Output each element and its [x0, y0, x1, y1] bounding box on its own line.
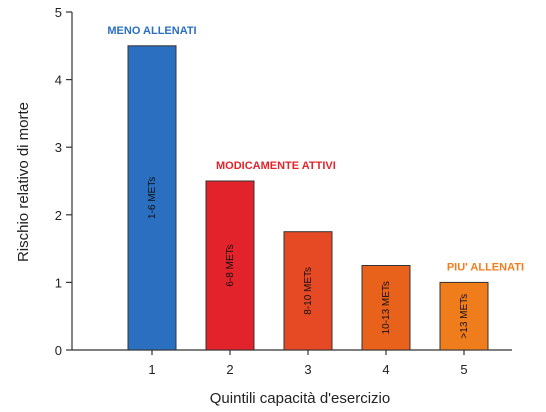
- bar-label: 1-6 METs: [147, 177, 158, 219]
- bar-label: 10-13 METs: [381, 281, 392, 334]
- annotation-label: MODICAMENTE ATTIVI: [216, 160, 336, 172]
- plot-area: 0 1 2 3 4 5 1 1-6 METs 2 6-8 METs 3 8-10 METs 4 10-13…: [55, 5, 524, 377]
- x-axis-label: Quintili capacità d'esercizio: [210, 390, 390, 407]
- bar-label: 6-8 METs: [225, 244, 236, 286]
- bar-label: >13 METs: [459, 294, 470, 339]
- x-tick-label: 5: [460, 362, 467, 377]
- x-tick-label: 2: [226, 362, 233, 377]
- bar-label: 8-10 METs: [303, 267, 314, 315]
- x-tick-label: 3: [304, 362, 311, 377]
- bar: [361, 265, 411, 351]
- y-tick-label: 0: [55, 343, 62, 358]
- x-tick-label: 1: [148, 362, 155, 377]
- x-tick-label: 4: [382, 362, 389, 377]
- annotation-label: PIU' ALLENATI: [447, 261, 524, 273]
- y-axis-label: Rischio relativo di morte: [15, 102, 32, 262]
- y-tick-label: 4: [55, 73, 62, 88]
- y-tick-label: 2: [55, 208, 62, 223]
- y-tick-label: 1: [55, 275, 62, 290]
- annotation-label: MENO ALLENATI: [107, 25, 196, 37]
- y-tick-label: 3: [55, 140, 62, 155]
- bar: [127, 45, 177, 351]
- y-tick-label: 5: [55, 5, 62, 20]
